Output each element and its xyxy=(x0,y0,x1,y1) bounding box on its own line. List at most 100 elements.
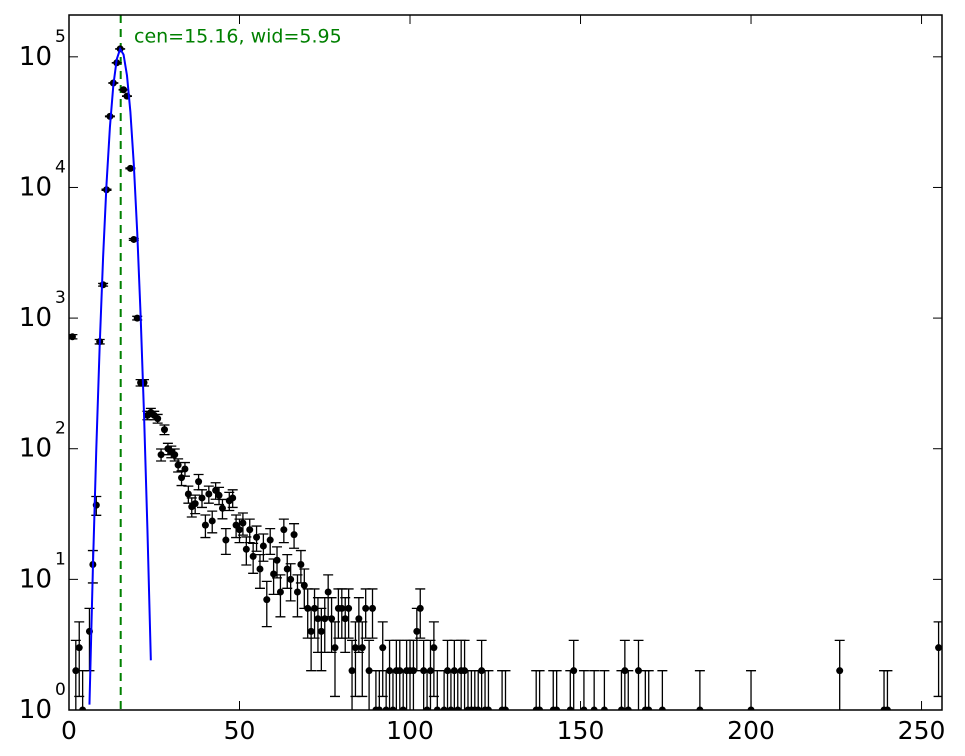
data-point xyxy=(133,314,141,322)
data-point xyxy=(358,644,366,652)
data-point xyxy=(208,517,216,525)
data-point xyxy=(198,494,206,502)
error-bar xyxy=(84,607,95,672)
data-point xyxy=(426,667,434,675)
data-point xyxy=(229,494,237,502)
data-point xyxy=(287,575,295,583)
x-tick-label: 250 xyxy=(898,716,946,745)
data-point xyxy=(566,706,574,710)
data-point xyxy=(242,545,250,553)
data-point xyxy=(324,588,332,596)
data-point xyxy=(447,706,455,710)
data-point xyxy=(120,86,128,94)
y-tick-power: 4 xyxy=(55,157,66,177)
data-point xyxy=(553,706,561,710)
data-point xyxy=(178,474,186,482)
data-point xyxy=(502,706,509,710)
data-point xyxy=(399,706,407,710)
y-tick-label: 10 xyxy=(19,41,52,71)
x-tick-label: 0 xyxy=(61,716,77,745)
data-point xyxy=(160,426,168,434)
data-point xyxy=(222,536,230,544)
data-point xyxy=(191,500,199,508)
data-point xyxy=(290,531,298,539)
x-tick-label: 50 xyxy=(224,716,256,745)
data-point xyxy=(297,560,305,568)
data-point xyxy=(239,519,247,527)
data-point xyxy=(362,604,370,612)
data-point xyxy=(184,490,192,498)
x-tick-label: 200 xyxy=(727,716,775,745)
y-tick-label: 10 xyxy=(19,695,52,725)
error-bar xyxy=(415,588,426,639)
data-point xyxy=(413,627,421,635)
data-point xyxy=(215,491,223,499)
data-point xyxy=(348,667,356,675)
data-point xyxy=(201,521,209,529)
y-tick-label: 10 xyxy=(19,564,52,594)
data-point xyxy=(314,615,322,623)
data-point xyxy=(416,604,424,612)
data-point xyxy=(484,706,492,710)
x-tick-label: 100 xyxy=(386,716,434,745)
error-bar xyxy=(343,588,354,639)
data-point xyxy=(72,667,80,675)
data-point xyxy=(617,706,625,710)
y-tick-power: 5 xyxy=(55,27,66,47)
data-point xyxy=(331,644,339,652)
error-bar xyxy=(459,639,470,710)
data-point xyxy=(246,526,254,534)
error-bar xyxy=(834,639,845,710)
data-point xyxy=(590,706,598,710)
annotation: cen=15.16, wid=5.95 xyxy=(134,26,342,48)
error-bar xyxy=(476,639,487,710)
data-point xyxy=(126,164,134,172)
data-point xyxy=(130,235,138,243)
data-point xyxy=(474,706,482,710)
data-point xyxy=(430,644,438,652)
data-point xyxy=(634,667,642,675)
data-point xyxy=(253,533,261,541)
y-tick-base: 10 xyxy=(19,172,52,202)
data-point xyxy=(249,552,257,560)
data-point xyxy=(351,644,359,652)
data-point xyxy=(181,465,189,473)
error-bar xyxy=(275,574,286,618)
data-point xyxy=(212,486,220,494)
data-point xyxy=(328,615,336,623)
data-point xyxy=(307,627,315,635)
y-tick-power: 3 xyxy=(55,288,66,308)
y-tick-label: 10 xyxy=(19,433,52,463)
data-point xyxy=(658,706,666,710)
y-tick-base: 10 xyxy=(19,303,52,333)
error-bar xyxy=(261,580,272,628)
data-point xyxy=(174,461,182,469)
data-point xyxy=(283,565,291,573)
y-tick-label: 10 xyxy=(19,172,52,202)
data-point xyxy=(280,526,288,534)
data-point xyxy=(311,604,319,612)
plot-frame xyxy=(68,14,943,711)
data-point xyxy=(345,604,353,612)
data-point xyxy=(365,667,373,675)
data-point xyxy=(440,706,448,710)
data-point xyxy=(836,667,844,675)
data-point xyxy=(236,526,244,534)
data-point xyxy=(645,706,653,710)
data-point xyxy=(696,706,704,710)
data-point xyxy=(300,581,308,589)
data-point xyxy=(423,706,431,710)
data-point xyxy=(273,556,281,564)
plot-area xyxy=(69,15,942,710)
y-tick-power: 0 xyxy=(55,680,66,700)
data-point xyxy=(389,706,397,710)
data-point xyxy=(536,706,544,710)
y-tick-power: 1 xyxy=(55,549,66,569)
data-point xyxy=(570,667,578,675)
data-point xyxy=(883,706,891,710)
error-bar xyxy=(619,639,630,710)
data-point xyxy=(379,644,387,652)
fit-curve xyxy=(88,46,152,705)
data-point xyxy=(69,333,76,341)
data-point xyxy=(154,415,162,423)
